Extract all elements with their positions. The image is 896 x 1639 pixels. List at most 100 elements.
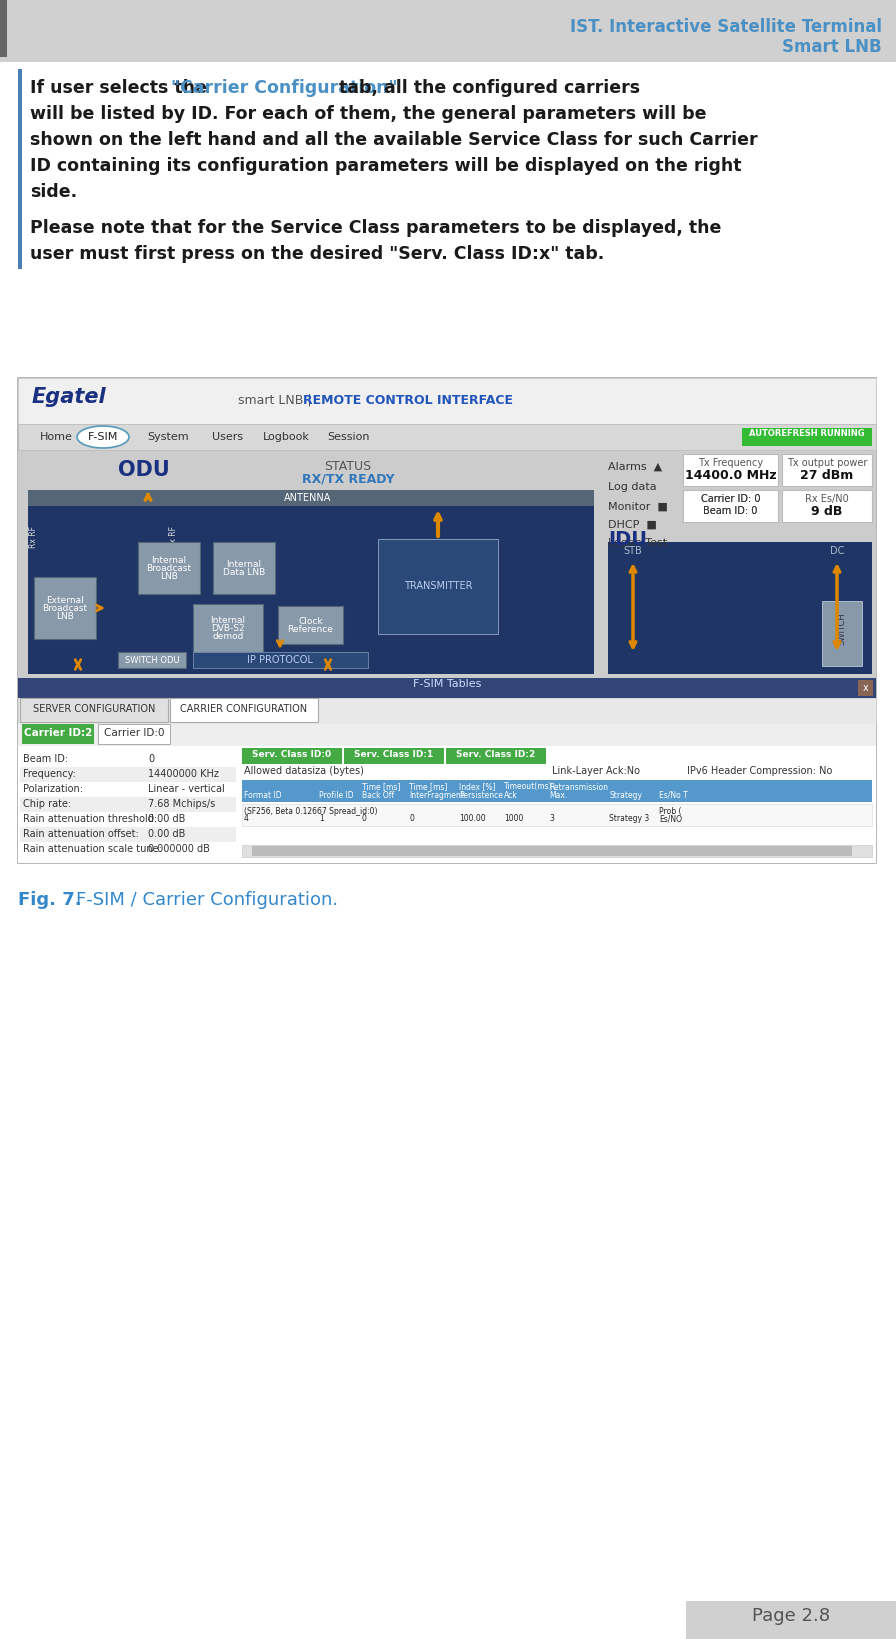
Text: F-SIM / Carrier Configuration.: F-SIM / Carrier Configuration. xyxy=(76,892,338,910)
Text: Internal: Internal xyxy=(227,561,262,569)
Bar xyxy=(242,846,872,857)
Text: "Carrier Configuration": "Carrier Configuration" xyxy=(171,79,398,97)
Text: Serv. Class ID:1: Serv. Class ID:1 xyxy=(355,751,434,759)
Text: Link-Layer Ack:No: Link-Layer Ack:No xyxy=(552,765,640,775)
Text: 14400.0 MHz: 14400.0 MHz xyxy=(685,469,776,482)
Text: IDU: IDU xyxy=(608,529,647,549)
Text: Rx RF: Rx RF xyxy=(30,526,39,547)
Text: STB: STB xyxy=(624,546,642,556)
Text: SWITCH: SWITCH xyxy=(838,611,847,644)
Text: Rx Es/N0: Rx Es/N0 xyxy=(806,493,849,505)
Text: will be listed by ID. For each of them, the general parameters will be: will be listed by ID. For each of them, … xyxy=(30,105,707,123)
Bar xyxy=(34,577,96,639)
Text: If user selects the: If user selects the xyxy=(30,79,213,97)
Text: Chip rate:: Chip rate: xyxy=(23,798,72,810)
Text: Carrier ID:0: Carrier ID:0 xyxy=(104,728,164,738)
Bar xyxy=(683,490,778,521)
Text: Logbook: Logbook xyxy=(263,433,309,443)
Text: ODU: ODU xyxy=(118,461,169,480)
Text: Rain attenuation offset:: Rain attenuation offset: xyxy=(23,829,139,839)
Text: 14400000 KHz: 14400000 KHz xyxy=(148,769,219,779)
Text: 0.00 dB: 0.00 dB xyxy=(148,815,185,824)
Text: F-SIM: F-SIM xyxy=(88,433,118,443)
Text: 7.68 Mchips/s: 7.68 Mchips/s xyxy=(148,798,215,810)
Text: Beam ID:: Beam ID: xyxy=(23,754,68,764)
Text: side.: side. xyxy=(30,184,77,202)
Text: 3: 3 xyxy=(549,815,554,823)
Bar xyxy=(0,0,7,57)
Text: Alarms  ▲: Alarms ▲ xyxy=(608,462,662,472)
Bar xyxy=(18,746,876,864)
Text: STATUS: STATUS xyxy=(324,461,372,474)
Text: CARRIER CONFIGURATION: CARRIER CONFIGURATION xyxy=(180,705,307,715)
Text: Ack: Ack xyxy=(504,790,518,800)
Text: smart LNB |: smart LNB | xyxy=(238,393,315,406)
Bar xyxy=(822,602,862,665)
Bar xyxy=(782,490,872,521)
Text: IPv6 Header Compression: No: IPv6 Header Compression: No xyxy=(687,765,832,775)
Bar xyxy=(742,428,872,446)
Bar xyxy=(20,698,168,723)
Bar xyxy=(193,652,368,669)
Text: 4: 4 xyxy=(244,815,249,823)
Text: Prob (: Prob ( xyxy=(659,806,682,816)
Bar xyxy=(20,797,236,811)
Bar xyxy=(18,379,876,864)
Text: Carrier ID: 0: Carrier ID: 0 xyxy=(701,493,760,505)
Text: Polarization:: Polarization: xyxy=(23,783,83,793)
Bar xyxy=(193,605,263,652)
Text: Back Off: Back Off xyxy=(362,790,394,800)
Text: Clock: Clock xyxy=(298,616,323,626)
Text: F-SIM Tables: F-SIM Tables xyxy=(413,679,481,688)
Bar xyxy=(20,842,236,857)
Text: Es/No T: Es/No T xyxy=(659,790,688,800)
Bar xyxy=(170,698,318,723)
Text: 1000: 1000 xyxy=(504,815,523,823)
Text: 100.00: 100.00 xyxy=(459,815,486,823)
Bar xyxy=(686,1601,896,1639)
Bar xyxy=(18,69,22,269)
Text: Rain attenuation threshold:: Rain attenuation threshold: xyxy=(23,815,157,824)
Text: Beam ID: 0: Beam ID: 0 xyxy=(703,506,758,516)
Text: Strategy 3: Strategy 3 xyxy=(609,815,650,823)
Bar xyxy=(608,543,872,674)
Text: DC: DC xyxy=(830,546,844,556)
Text: AUTOREFRESH RUNNING: AUTOREFRESH RUNNING xyxy=(749,429,865,439)
Text: tab, all the configured carriers: tab, all the configured carriers xyxy=(333,79,641,97)
Text: Users: Users xyxy=(212,433,244,443)
Bar xyxy=(20,767,236,782)
Text: Rain attenuation scale tune:: Rain attenuation scale tune: xyxy=(23,844,162,854)
Text: 1: 1 xyxy=(319,815,323,823)
Text: Linear - vertical: Linear - vertical xyxy=(148,783,225,793)
Text: Time [ms]: Time [ms] xyxy=(362,782,401,792)
Bar xyxy=(28,490,594,506)
Bar xyxy=(118,652,186,669)
Text: LNB: LNB xyxy=(56,611,74,621)
Text: Serv. Class ID:0: Serv. Class ID:0 xyxy=(253,751,332,759)
Text: Logon Test: Logon Test xyxy=(608,538,668,547)
Text: Timeout(ms): Timeout(ms) xyxy=(504,782,553,792)
Bar xyxy=(18,746,238,864)
Bar xyxy=(252,846,852,856)
Text: Format ID: Format ID xyxy=(244,790,281,800)
Text: Monitor  ■: Monitor ■ xyxy=(608,502,668,511)
Text: Broadcast: Broadcast xyxy=(42,605,88,613)
Text: InterFragment: InterFragment xyxy=(409,790,464,800)
Bar xyxy=(18,425,876,451)
Text: x: x xyxy=(863,683,869,693)
Text: user must first press on the desired "Serv. Class ID:x" tab.: user must first press on the desired "Se… xyxy=(30,244,604,262)
Text: Serv. Class ID:2: Serv. Class ID:2 xyxy=(456,751,536,759)
Text: LNB: LNB xyxy=(160,572,178,580)
Bar xyxy=(22,724,94,744)
Text: ID containing its configuration parameters will be displayed on the right: ID containing its configuration paramete… xyxy=(30,157,742,175)
Text: Fig. 7.: Fig. 7. xyxy=(18,892,82,910)
Text: Broadcast: Broadcast xyxy=(146,564,192,574)
Text: demod: demod xyxy=(212,633,244,641)
Text: Index [%]: Index [%] xyxy=(459,782,495,792)
Text: Retransmission: Retransmission xyxy=(549,782,608,792)
Bar xyxy=(18,698,876,864)
Bar xyxy=(782,454,872,487)
Text: (SF256, Beta 0.12667 Spread_id:0): (SF256, Beta 0.12667 Spread_id:0) xyxy=(244,806,377,816)
Bar xyxy=(18,679,876,698)
Bar xyxy=(18,451,876,679)
